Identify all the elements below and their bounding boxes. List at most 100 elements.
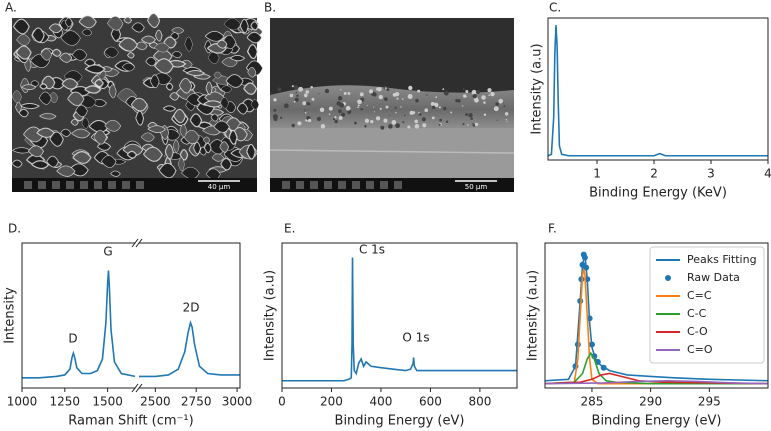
x-tick-label: 2750 <box>181 395 212 409</box>
sem-texture <box>303 93 308 98</box>
x-tick-label: 1250 <box>50 395 81 409</box>
sem-texture <box>488 94 491 97</box>
sem-texture <box>169 92 180 101</box>
info-cell <box>108 181 116 189</box>
info-cell <box>282 181 290 189</box>
sem-texture <box>310 85 313 89</box>
x-tick-label: 290 <box>639 395 662 409</box>
x-tick-label: 295 <box>698 395 721 409</box>
sem-texture <box>490 91 495 97</box>
sem-texture <box>304 111 307 114</box>
sem-texture <box>193 141 202 155</box>
sem-texture <box>379 107 382 110</box>
sem-texture <box>377 87 382 92</box>
sem-texture <box>481 95 486 100</box>
sem-texture <box>383 97 388 102</box>
sem-texture <box>39 112 57 120</box>
sem-texture <box>354 121 357 125</box>
legend-swatch <box>665 275 671 281</box>
sem-texture <box>15 45 32 60</box>
sem-texture <box>21 84 37 91</box>
axis-break-mark <box>131 383 139 393</box>
info-cell <box>310 181 318 189</box>
sem-texture <box>293 100 296 103</box>
sem-texture <box>165 82 174 91</box>
sem-texture <box>189 113 203 128</box>
sem-texture <box>49 131 64 147</box>
sem-texture <box>71 48 88 61</box>
sem-texture <box>487 88 492 93</box>
info-cell <box>380 181 388 189</box>
sem-texture <box>164 143 174 160</box>
sem-texture <box>18 108 29 118</box>
sem-texture <box>447 87 449 89</box>
x-axis-label: Raman Shift (cm⁻¹) <box>68 414 193 429</box>
x-tick-label: 600 <box>419 395 442 409</box>
sem-texture <box>391 120 397 125</box>
sem-texture <box>15 101 22 113</box>
info-cell <box>352 181 360 189</box>
info-cell <box>52 181 60 189</box>
sem-texture <box>70 118 79 126</box>
sem-texture <box>328 113 331 115</box>
sem-texture <box>100 155 117 168</box>
sem-texture <box>213 120 230 133</box>
sem-texture <box>305 90 309 94</box>
sem-texture <box>431 116 435 120</box>
sem-texture <box>11 90 22 103</box>
sem-texture <box>378 94 383 100</box>
sem-texture <box>320 124 326 129</box>
sem-texture <box>183 129 200 145</box>
sem-texture <box>424 108 429 113</box>
sem-texture <box>470 117 473 120</box>
sem-texture <box>121 62 136 72</box>
sem-texture <box>84 58 96 67</box>
sem-texture <box>338 116 343 120</box>
sem-texture <box>472 93 477 99</box>
sem-texture <box>388 124 393 129</box>
sem-layer-line <box>269 149 515 154</box>
sem-texture <box>247 67 257 78</box>
panel-label: C. <box>549 1 561 15</box>
sem-texture <box>220 157 233 171</box>
sem-texture <box>154 58 174 74</box>
sem-texture <box>465 90 469 93</box>
panel-label: B. <box>264 1 276 15</box>
sem-texture <box>145 56 157 67</box>
sem-texture <box>357 106 359 109</box>
sem-texture <box>298 86 304 92</box>
sem-texture <box>443 90 449 96</box>
sem-texture <box>184 36 193 52</box>
sem-texture <box>476 90 480 94</box>
sem-texture <box>338 109 342 114</box>
plot-area <box>282 257 517 382</box>
sem-texture <box>210 113 219 122</box>
sem-texture <box>495 102 499 106</box>
sem-texture <box>40 48 53 61</box>
sem-texture <box>493 106 499 112</box>
sem-texture <box>505 119 508 121</box>
sem-texture <box>78 15 97 29</box>
sem-texture <box>273 98 277 102</box>
x-tick-label: 4 <box>764 167 771 181</box>
sem-texture <box>46 155 59 168</box>
sem-texture <box>471 89 477 95</box>
sem-texture <box>466 95 468 97</box>
sem-texture <box>130 97 148 112</box>
sem-texture <box>31 27 45 43</box>
sem-texture <box>502 89 504 91</box>
data-point <box>581 254 588 261</box>
sem-texture <box>360 108 363 111</box>
sem-texture <box>407 94 413 100</box>
sem-texture <box>435 96 438 99</box>
sem-texture <box>229 54 246 62</box>
info-cell <box>296 181 304 189</box>
sem-texture <box>289 93 294 98</box>
sem-texture <box>389 115 391 117</box>
sem-texture <box>211 153 225 162</box>
sem-texture <box>372 92 377 97</box>
sem-texture <box>462 94 467 98</box>
x-tick-label: 2500 <box>140 395 171 409</box>
sem-texture <box>395 111 397 114</box>
sem-texture <box>131 22 145 33</box>
